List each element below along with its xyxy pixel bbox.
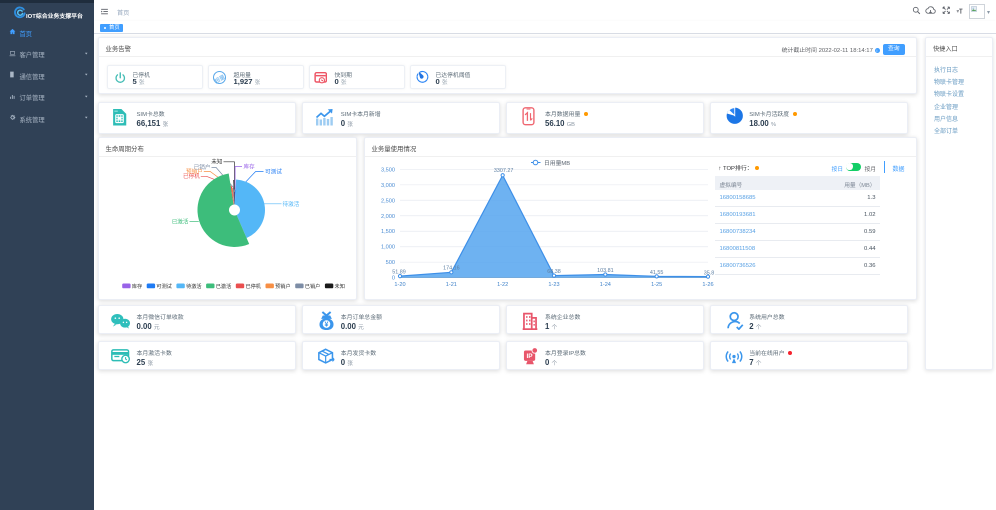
svg-text:库存: 库存 [243, 162, 255, 170]
svg-text:IP: IP [527, 353, 534, 360]
svg-text:未知: 未知 [334, 282, 344, 290]
svg-text:2,500: 2,500 [381, 198, 395, 204]
svg-text:可测试: 可测试 [156, 282, 172, 290]
svg-text:3307.27: 3307.27 [493, 168, 513, 174]
svg-text:3,000: 3,000 [381, 183, 395, 189]
svg-text:1-21: 1-21 [445, 282, 456, 288]
svg-text:174.16: 174.16 [443, 266, 460, 272]
svg-text:已激活: 已激活 [171, 217, 188, 225]
svg-text:1-26: 1-26 [702, 282, 713, 288]
svg-text:1-25: 1-25 [651, 282, 662, 288]
svg-text:0: 0 [391, 276, 394, 282]
svg-text:1-20: 1-20 [394, 282, 405, 288]
svg-text:已销户: 已销户 [304, 282, 320, 290]
svg-text:1,000: 1,000 [381, 245, 395, 251]
svg-text:1-24: 1-24 [599, 282, 610, 288]
svg-text:可测试: 可测试 [265, 167, 282, 175]
svg-text:35.8: 35.8 [703, 270, 714, 276]
svg-text:68.38: 68.38 [547, 269, 561, 275]
svg-text:预销户: 预销户 [186, 167, 203, 175]
svg-text:¥: ¥ [324, 322, 328, 329]
svg-text:2,000: 2,000 [381, 214, 395, 220]
svg-text:51.89: 51.89 [392, 269, 406, 275]
svg-text:3,500: 3,500 [381, 167, 395, 173]
svg-text:已停机: 已停机 [245, 282, 261, 290]
svg-text:日用量MB: 日用量MB [544, 160, 570, 167]
svg-text:1,500: 1,500 [381, 229, 395, 235]
svg-text:待激活: 待激活 [186, 282, 202, 290]
svg-text:已激活: 已激活 [215, 282, 231, 290]
svg-text:已销户: 已销户 [193, 163, 210, 171]
svg-text:500: 500 [385, 260, 394, 266]
svg-text:1-22: 1-22 [497, 282, 508, 288]
svg-text:41.55: 41.55 [649, 270, 663, 276]
svg-text:1-23: 1-23 [548, 282, 559, 288]
svg-text:已停机: 已停机 [183, 172, 200, 180]
svg-text:待激活: 待激活 [282, 200, 299, 208]
svg-text:未知: 未知 [211, 157, 223, 165]
svg-text:103.81: 103.81 [597, 268, 614, 274]
svg-text:库存: 库存 [131, 282, 141, 290]
svg-text:预销户: 预销户 [275, 282, 291, 290]
